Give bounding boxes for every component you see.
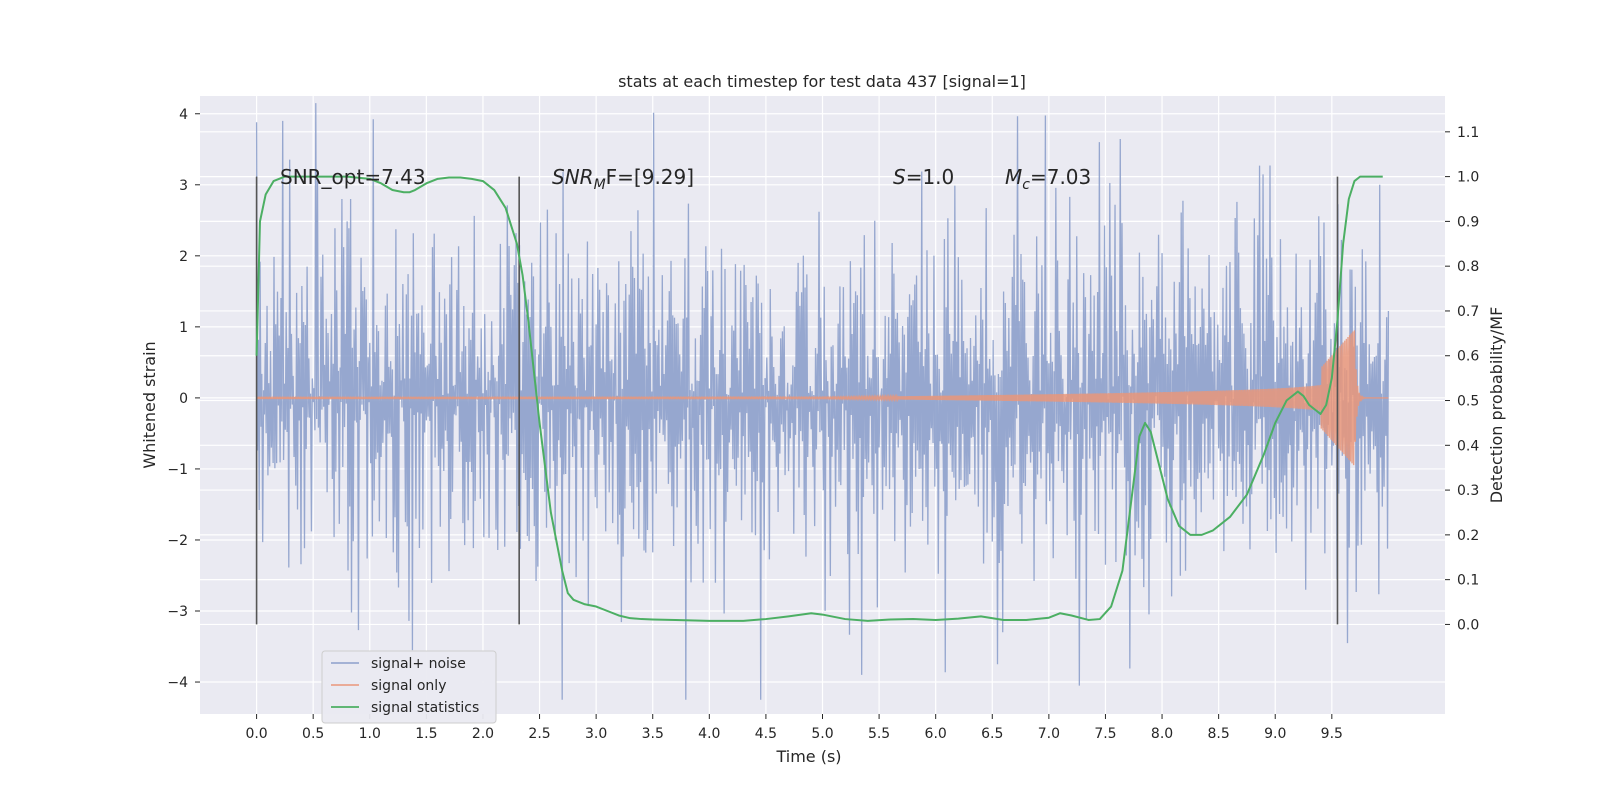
x-axis-ticks: 0.0 0.5 1.0 1.5 2.0 2.5 3.0 3.5 4.0 4.5 5.0 5.5 6.0 6… bbox=[245, 714, 1343, 742]
series-signal-only bbox=[256, 330, 1389, 466]
x-tick-label: 4.5 bbox=[755, 726, 777, 742]
annotation-snr-mf-rest: F=[9.29] bbox=[606, 165, 694, 189]
x-tick-label: 3.5 bbox=[642, 726, 664, 742]
y-tick-label: −4 bbox=[167, 675, 188, 691]
y-tick-label: 0 bbox=[179, 391, 188, 407]
annotation-snr-mf-main: SNR bbox=[552, 165, 594, 189]
series-signal-noise bbox=[255, 103, 1390, 700]
y-axis-ticks: −4 −3 −2 −1 0 1 2 3 4 bbox=[167, 107, 200, 691]
y-right-tick-label: 1.0 bbox=[1457, 170, 1479, 186]
x-tick-label: 9.5 bbox=[1321, 726, 1343, 742]
annotation-snr-opt: SNR_opt=7.43 bbox=[280, 165, 426, 189]
x-tick-label: 0.0 bbox=[245, 726, 267, 742]
x-axis-label: Time (s) bbox=[775, 747, 841, 766]
annotation-s: S=1.0 bbox=[893, 165, 954, 189]
chart-title: stats at each timestep for test data 437… bbox=[618, 72, 1026, 91]
annotation-mc-sub: c bbox=[1022, 177, 1030, 193]
y-tick-label: 3 bbox=[179, 178, 188, 194]
legend-label-signal-noise: signal+ noise bbox=[371, 656, 466, 672]
legend-box bbox=[321, 650, 497, 724]
annotation-s-main: S bbox=[893, 165, 906, 189]
signal-only-line bbox=[256, 330, 1389, 466]
y-tick-label: −1 bbox=[167, 462, 188, 478]
x-tick-label: 7.0 bbox=[1038, 726, 1060, 742]
annotation-snr-mf-sub: M bbox=[594, 177, 606, 193]
y-right-tick-label: 0.2 bbox=[1457, 528, 1479, 544]
x-tick-label: 8.0 bbox=[1151, 726, 1173, 742]
x-tick-label: 2.5 bbox=[528, 726, 550, 742]
y-tick-label: 2 bbox=[179, 249, 188, 265]
y-right-tick-label: 0.1 bbox=[1457, 573, 1479, 589]
signal-statistics-line bbox=[255, 175, 1383, 622]
y-right-tick-label: 0.7 bbox=[1457, 304, 1479, 320]
legend: signal+ noise signal only signal statist… bbox=[321, 650, 497, 724]
x-tick-label: 0.5 bbox=[302, 726, 324, 742]
y-tick-label: 4 bbox=[179, 107, 188, 123]
y-right-tick-label: 0.0 bbox=[1457, 617, 1479, 633]
x-tick-label: 3.0 bbox=[585, 726, 607, 742]
x-tick-label: 2.0 bbox=[472, 726, 494, 742]
x-tick-label: 1.5 bbox=[415, 726, 437, 742]
signal-noise-line bbox=[255, 103, 1390, 700]
x-tick-label: 7.5 bbox=[1094, 726, 1116, 742]
data-layer bbox=[255, 103, 1390, 700]
x-tick-label: 6.5 bbox=[981, 726, 1003, 742]
legend-label-signal-only: signal only bbox=[371, 678, 446, 694]
x-tick-label: 9.0 bbox=[1264, 726, 1286, 742]
x-tick-label: 8.5 bbox=[1208, 726, 1230, 742]
legend-label-signal-statistics: signal statistics bbox=[371, 700, 479, 716]
x-tick-label: 5.0 bbox=[811, 726, 833, 742]
y-right-tick-label: 0.5 bbox=[1457, 394, 1479, 410]
annotation-mc-rest: =7.03 bbox=[1030, 165, 1091, 189]
x-tick-label: 6.0 bbox=[925, 726, 947, 742]
y-tick-label: 1 bbox=[179, 320, 188, 336]
y-tick-label: −3 bbox=[167, 604, 188, 620]
annotation-mc: Mc=7.03 bbox=[1005, 165, 1091, 193]
y-right-tick-label: 0.8 bbox=[1457, 259, 1479, 275]
y-right-tick-label: 1.1 bbox=[1457, 125, 1479, 141]
y-right-axis-ticks: 0.0 0.1 0.2 0.3 0.4 0.5 0.6 0.7 0.8 0.9 1.0 1.1 bbox=[1445, 125, 1479, 633]
x-tick-label: 4.0 bbox=[698, 726, 720, 742]
annotation-mc-main: M bbox=[1005, 165, 1022, 189]
y-axis-label: Whitened strain bbox=[140, 341, 159, 468]
y-tick-label: −2 bbox=[167, 533, 188, 549]
y-right-tick-label: 0.9 bbox=[1457, 214, 1479, 230]
y-right-tick-label: 0.3 bbox=[1457, 483, 1479, 499]
annotation-snr-mf: SNRMF=[9.29] bbox=[552, 165, 694, 193]
annotation-s-rest: =1.0 bbox=[906, 165, 955, 189]
y-right-tick-label: 0.6 bbox=[1457, 349, 1479, 365]
y-right-axis-label: Detection probability/MF bbox=[1487, 307, 1506, 504]
x-tick-label: 5.5 bbox=[868, 726, 890, 742]
x-tick-label: 1.0 bbox=[359, 726, 381, 742]
series-signal-statistics bbox=[255, 175, 1383, 622]
y-right-tick-label: 0.4 bbox=[1457, 438, 1479, 454]
